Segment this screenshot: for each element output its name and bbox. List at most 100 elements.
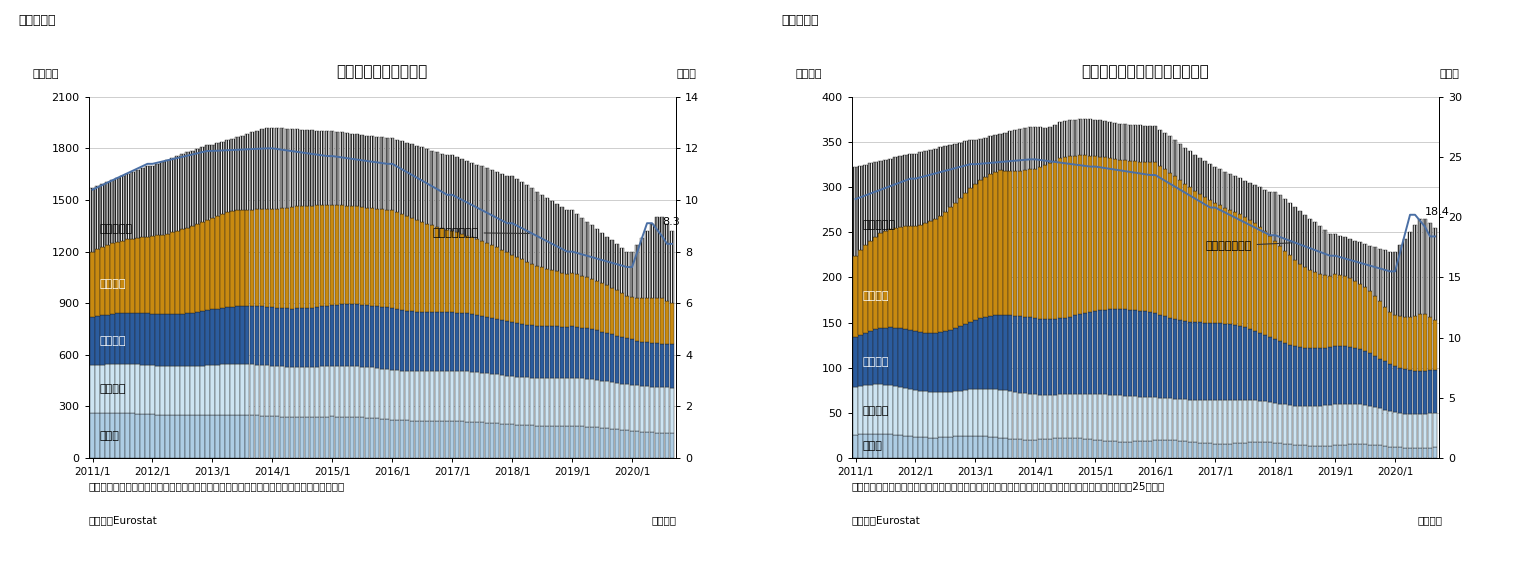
Bar (1123, 442, 1128, 458)
Bar (510, 254, 514, 323)
Bar (215, 216, 220, 308)
Bar (903, 387, 908, 436)
Bar (165, 314, 169, 366)
Bar (1264, 232, 1267, 335)
Bar (459, 422, 464, 458)
Bar (110, 413, 114, 458)
Bar (525, 262, 530, 325)
Bar (391, 370, 394, 419)
Bar (255, 306, 259, 365)
Text: スペイン: スペイン (101, 279, 127, 289)
Bar (659, 387, 664, 433)
Bar (330, 366, 334, 417)
Bar (426, 372, 429, 421)
Bar (974, 184, 978, 320)
Bar (1173, 319, 1178, 399)
Bar (160, 415, 165, 458)
Bar (571, 378, 574, 426)
Bar (1163, 133, 1167, 169)
Bar (510, 323, 514, 376)
Text: （図表２）: （図表２） (781, 14, 819, 27)
Bar (180, 366, 185, 415)
Bar (410, 371, 415, 420)
Bar (1018, 129, 1022, 171)
Bar (600, 332, 604, 381)
Bar (140, 414, 145, 458)
Bar (571, 327, 574, 378)
Bar (998, 390, 1003, 438)
Bar (903, 226, 908, 329)
Bar (1189, 187, 1192, 321)
Bar (375, 418, 380, 458)
Bar (1343, 403, 1347, 445)
Bar (140, 313, 145, 365)
Bar (1003, 171, 1007, 315)
Bar (435, 421, 439, 458)
Bar (928, 221, 932, 333)
Bar (1024, 170, 1027, 317)
Bar (1318, 446, 1322, 458)
Bar (1238, 178, 1242, 215)
Bar (340, 304, 345, 366)
Bar (525, 425, 530, 458)
Bar (1148, 397, 1152, 440)
Bar (1048, 395, 1053, 439)
Bar (465, 372, 470, 422)
Bar (320, 306, 325, 366)
Bar (1119, 395, 1123, 442)
Bar (481, 373, 484, 422)
Bar (914, 390, 917, 437)
Bar (130, 172, 134, 238)
Bar (565, 327, 569, 378)
Bar (580, 328, 584, 378)
Bar (391, 138, 394, 211)
Bar (908, 226, 913, 330)
Bar (1418, 414, 1422, 448)
Bar (1257, 442, 1262, 458)
Bar (963, 390, 967, 436)
Bar (226, 212, 229, 307)
Bar (884, 434, 888, 458)
Bar (200, 311, 204, 365)
Bar (475, 239, 479, 315)
Bar (206, 310, 209, 365)
Bar (211, 415, 215, 458)
Bar (1003, 438, 1007, 458)
Bar (116, 364, 119, 413)
Bar (470, 237, 475, 314)
Text: （図表１）: （図表１） (18, 14, 56, 27)
Bar (1358, 349, 1363, 405)
Bar (175, 415, 180, 458)
Bar (320, 366, 325, 417)
Bar (1312, 272, 1317, 348)
Bar (261, 307, 264, 365)
Bar (145, 166, 150, 237)
Bar (1044, 166, 1047, 319)
Text: ドイツ: ドイツ (101, 431, 121, 440)
Text: （％）: （％） (676, 69, 696, 80)
Bar (1367, 353, 1372, 406)
Bar (873, 385, 877, 434)
Bar (404, 420, 409, 458)
Bar (610, 240, 613, 288)
Bar (1209, 323, 1212, 401)
Bar (1038, 439, 1042, 458)
Bar (230, 211, 235, 307)
Bar (1273, 192, 1277, 241)
Bar (439, 228, 444, 312)
Bar (1099, 310, 1102, 394)
Bar (1343, 445, 1347, 458)
Bar (1283, 250, 1288, 344)
Bar (1408, 448, 1412, 458)
Bar (490, 423, 494, 458)
Bar (1433, 320, 1437, 369)
Bar (1358, 405, 1363, 444)
Bar (310, 130, 314, 205)
Bar (1119, 309, 1123, 395)
Bar (1218, 323, 1222, 400)
Bar (1198, 195, 1202, 323)
Bar (1253, 185, 1257, 223)
Bar (125, 174, 130, 240)
Bar (356, 207, 360, 304)
Bar (1193, 155, 1198, 191)
